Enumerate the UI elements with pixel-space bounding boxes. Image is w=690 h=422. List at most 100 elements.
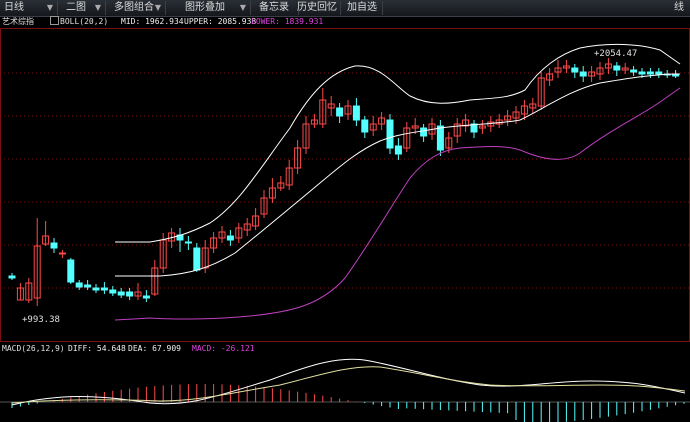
candle-body — [218, 231, 226, 239]
candle-body — [201, 247, 209, 269]
boll-upper-line — [115, 43, 681, 243]
macd-chart[interactable] — [0, 355, 690, 422]
candle-body — [411, 125, 419, 129]
chevron-down-icon: ▼ — [239, 3, 246, 12]
candle-body — [260, 197, 268, 215]
candle-body — [537, 77, 545, 107]
candle-body — [252, 215, 260, 227]
candle-body — [226, 235, 234, 241]
indicator-label: BOLL(20,2) — [60, 17, 109, 26]
candle-body — [67, 259, 75, 283]
macd-diff-line — [11, 358, 686, 406]
candle-body — [126, 291, 134, 297]
candle-body — [352, 105, 360, 121]
boll-mid-line — [115, 73, 681, 277]
upper-value: UPPER: 2085.938 — [184, 17, 257, 26]
chevron-down-icon: ▼ — [94, 3, 101, 12]
candle-body — [50, 242, 58, 249]
two-chart-button[interactable]: 二图 ▼ — [62, 1, 106, 15]
candle-body — [420, 127, 428, 137]
candle-body — [462, 119, 470, 127]
candle-body — [25, 282, 33, 301]
boll-lower-line — [114, 87, 681, 321]
candle-body — [285, 167, 293, 186]
candle-body — [596, 67, 604, 75]
candle-body — [571, 67, 579, 73]
lower-value: LOWER: 1839.931 — [251, 17, 324, 26]
low-price-marker: +993.38 — [22, 315, 60, 325]
diff-value: DIFF: 54.648 — [68, 344, 126, 353]
history-label: 历史回忆 — [297, 2, 337, 13]
candle-body — [621, 67, 629, 71]
candle-body — [436, 125, 444, 151]
candle-body — [243, 223, 251, 231]
overlay-button[interactable]: 图形叠加 ▼ — [181, 1, 251, 15]
add-favorite-button[interactable]: 加自选 — [343, 1, 383, 15]
candle-body — [8, 275, 16, 279]
candle-body — [42, 235, 50, 245]
candle-body — [655, 71, 663, 75]
line-button[interactable]: 线 — [674, 2, 684, 13]
period-day-button[interactable]: 日线 ▼ — [0, 1, 58, 15]
candle-body — [403, 127, 411, 149]
candle-body — [277, 182, 285, 189]
candle-body — [378, 117, 386, 125]
candle-body — [310, 119, 318, 125]
high-price-marker: +2054.47 — [594, 49, 637, 59]
candle-body — [604, 63, 612, 69]
macd-label: MACD(26,12,9) — [2, 344, 65, 353]
candle-body — [562, 65, 570, 69]
candle-body — [336, 107, 344, 117]
candle-body — [75, 282, 83, 288]
candle-body — [361, 119, 369, 133]
candle-body — [117, 291, 125, 296]
mid-value: MID: 1962.934 — [121, 17, 184, 26]
candle-body — [613, 65, 621, 71]
candle-body — [16, 287, 24, 301]
candle-body — [84, 284, 92, 288]
two-chart-label: 二图 — [66, 2, 86, 13]
candle-body — [630, 69, 638, 73]
multi-chart-button[interactable]: 多图组合 ▼ — [110, 1, 166, 15]
candle-body — [327, 103, 335, 109]
stock-name: 艺术综指 — [2, 17, 34, 26]
candle-body — [142, 295, 150, 299]
candle-body — [394, 145, 402, 155]
candle-body — [512, 111, 520, 119]
chevron-down-icon: ▼ — [154, 3, 161, 12]
candle-body — [151, 267, 159, 295]
memo-button[interactable]: 备忘录 — [255, 1, 299, 15]
indicator-name[interactable]: BOLL(20,2) — [50, 16, 108, 28]
overlay-label: 图形叠加 — [185, 2, 225, 13]
history-button[interactable]: 历史回忆 — [293, 1, 341, 15]
candle-body — [193, 247, 201, 271]
candle-body — [184, 241, 192, 244]
candle-body — [520, 105, 528, 115]
candle-body — [134, 291, 142, 297]
candle-body — [294, 147, 302, 169]
candle-body — [445, 137, 453, 149]
memo-label: 备忘录 — [259, 2, 289, 13]
candle-body — [210, 237, 218, 249]
candle-body — [268, 187, 276, 199]
candle-body — [470, 123, 478, 133]
candle-body — [529, 103, 537, 109]
candle-body — [92, 287, 100, 291]
candle-body — [109, 289, 117, 294]
candle-body — [588, 71, 596, 77]
candle-body — [579, 71, 587, 77]
candlestick-chart[interactable]: +2054.47 +993.38 — [0, 28, 690, 342]
macd-dea-line — [11, 366, 686, 404]
dea-value: DEA: 67.909 — [128, 344, 181, 353]
candle-body — [58, 252, 66, 255]
candle-body — [453, 123, 461, 137]
candle-body — [100, 287, 108, 291]
candle-body — [33, 245, 41, 299]
candle-body — [302, 123, 310, 149]
candle-body — [235, 227, 243, 239]
candle-body — [478, 125, 486, 129]
toolbar: 日线 ▼ 二图 ▼ 多图组合 ▼ 图形叠加 ▼ 备忘录 历史回忆 加自选 线 — [0, 0, 690, 17]
candle-body — [319, 99, 327, 125]
multi-chart-label: 多图组合 — [114, 2, 154, 13]
candle-body — [638, 71, 646, 75]
